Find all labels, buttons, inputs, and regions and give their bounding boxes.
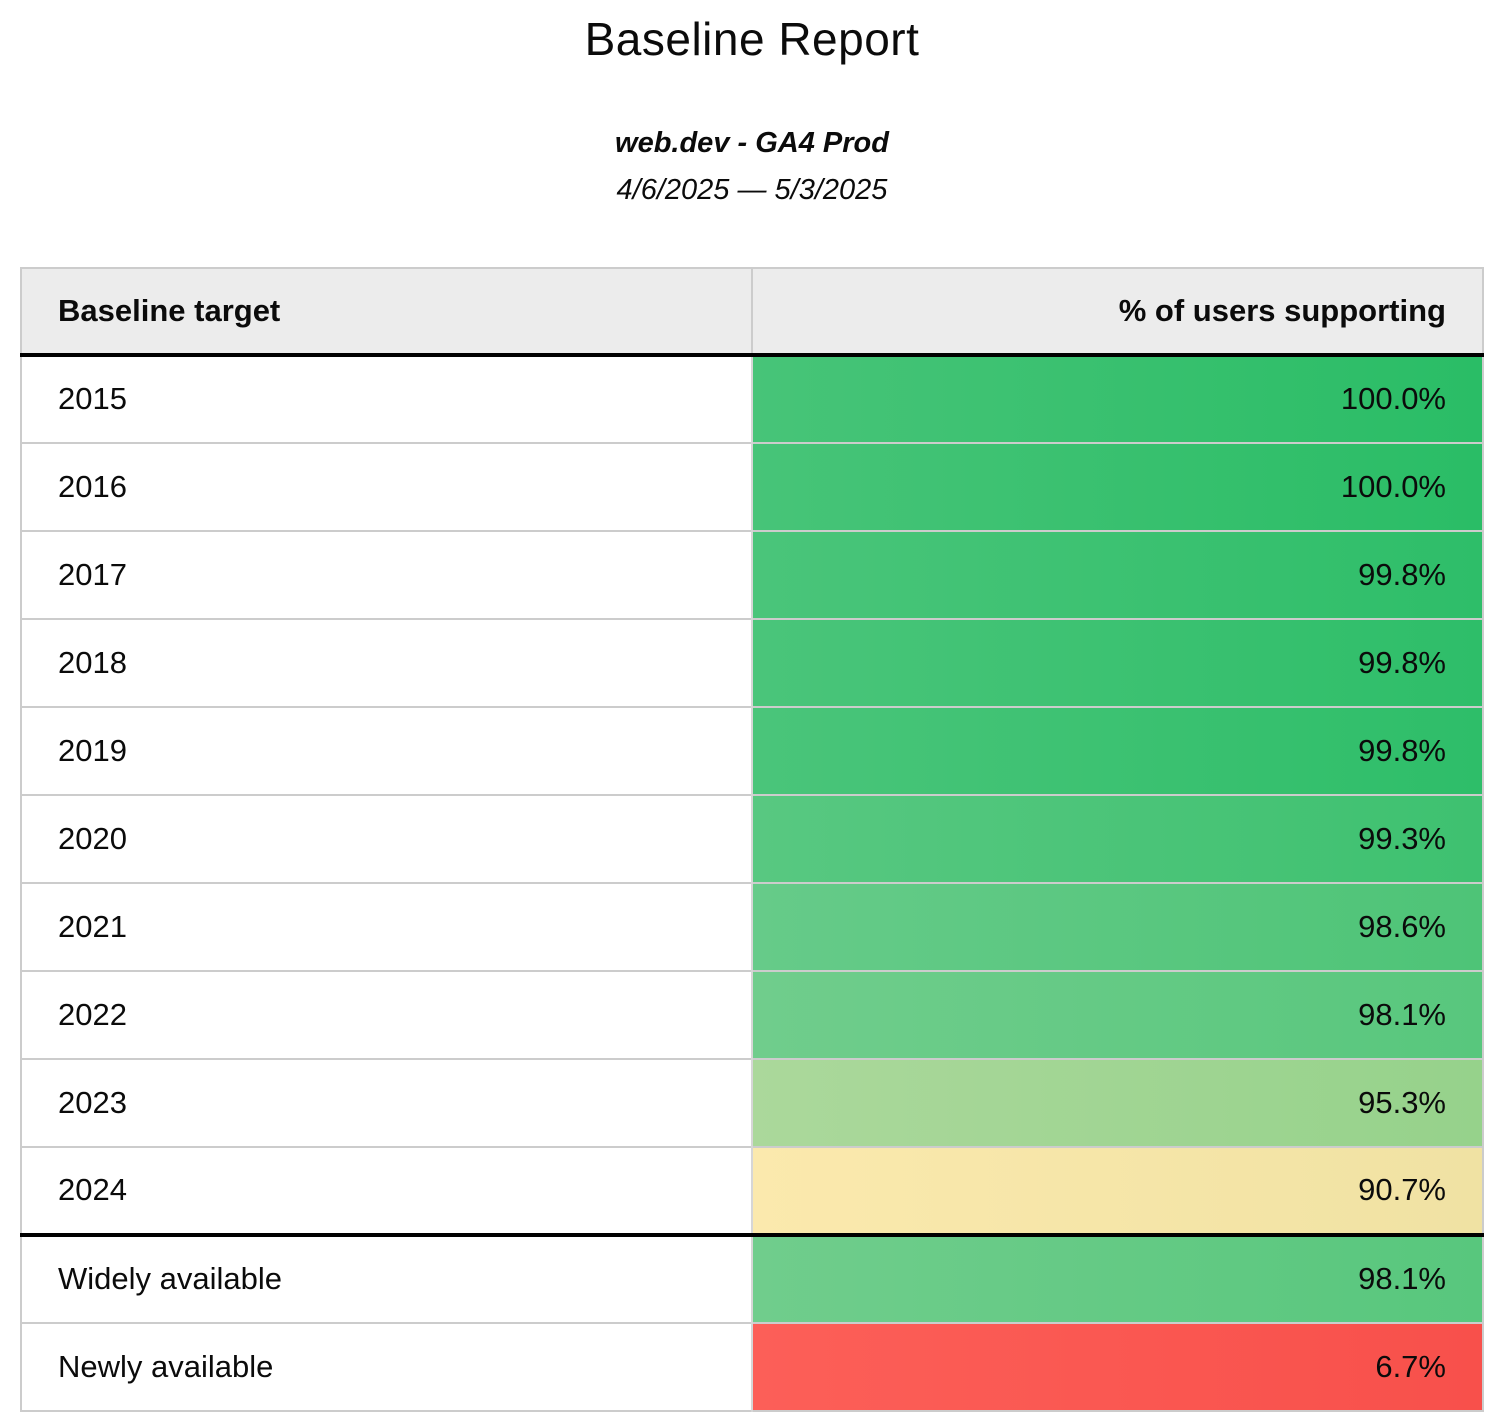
percent-supporting-cell: 98.6% (752, 881, 1483, 971)
baseline-target-cell: 2017 (21, 529, 753, 619)
table-row: 2020 99.3% (21, 793, 1483, 883)
table-row: 2016 100.0% (21, 441, 1483, 531)
table-row: 2024 90.7% (21, 1145, 1483, 1235)
column-header-baseline-target: Baseline target (21, 267, 753, 357)
percent-supporting-cell: 90.7% (752, 1145, 1483, 1235)
table-row: 2015 100.0% (21, 354, 1483, 443)
table-row: 2022 98.1% (21, 969, 1483, 1059)
report-property: web.dev - GA4 Prod (615, 126, 889, 159)
baseline-target-cell: 2023 (21, 1057, 753, 1147)
baseline-target-cell: Newly available (21, 1321, 753, 1411)
table-row: Widely available 98.1% (21, 1232, 1483, 1323)
page-title: Baseline Report (584, 13, 920, 65)
report-header: Baseline Report web.dev - GA4 Prod 4/6/2… (0, 14, 1504, 207)
percent-supporting-cell: 99.3% (752, 793, 1483, 883)
baseline-target-cell: 2020 (21, 793, 753, 883)
baseline-target-cell: 2018 (21, 617, 753, 707)
baseline-table: Baseline target % of users supporting 20… (20, 266, 1484, 1412)
percent-supporting-cell: 95.3% (752, 1057, 1483, 1147)
baseline-target-cell: 2024 (21, 1145, 753, 1235)
percent-supporting-cell: 99.8% (752, 705, 1483, 795)
percent-supporting-cell: 98.1% (752, 969, 1483, 1059)
table-row: 2023 95.3% (21, 1057, 1483, 1147)
baseline-target-cell: 2019 (21, 705, 753, 795)
baseline-target-cell: Widely available (21, 1232, 753, 1323)
table-row: 2021 98.6% (21, 881, 1483, 971)
percent-supporting-cell: 6.7% (752, 1321, 1483, 1411)
baseline-target-cell: 2015 (21, 354, 753, 443)
report-date-range: 4/6/2025 — 5/3/2025 (616, 173, 888, 206)
baseline-target-cell: 2021 (21, 881, 753, 971)
table-row: 2018 99.8% (21, 617, 1483, 707)
percent-supporting-cell: 100.0% (752, 354, 1483, 443)
header-row: Baseline target % of users supporting (21, 267, 1483, 357)
percent-supporting-cell: 99.8% (752, 617, 1483, 707)
table-container: Baseline target % of users supporting 20… (20, 266, 1484, 1412)
table-row: 2017 99.8% (21, 529, 1483, 619)
percent-supporting-cell: 99.8% (752, 529, 1483, 619)
table-row: 2019 99.8% (21, 705, 1483, 795)
table-body: 2015 100.0% 2016 100.0% 2017 99.8% 2018 99.8% 20… (21, 354, 1483, 1411)
baseline-target-cell: 2016 (21, 441, 753, 531)
table-row: Newly available 6.7% (21, 1321, 1483, 1411)
column-header-percent-supporting: % of users supporting (752, 267, 1483, 357)
table-header: Baseline target % of users supporting (21, 267, 1483, 357)
percent-supporting-cell: 100.0% (752, 441, 1483, 531)
percent-supporting-cell: 98.1% (752, 1232, 1483, 1323)
baseline-target-cell: 2022 (21, 969, 753, 1059)
